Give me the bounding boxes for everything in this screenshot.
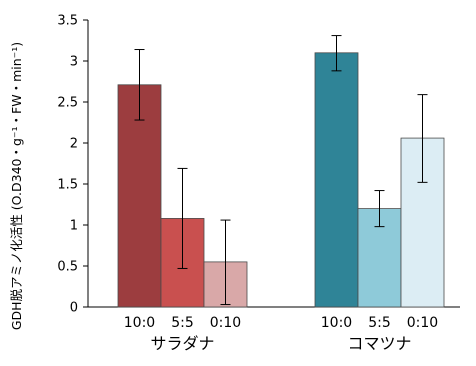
group-label: コマツナ — [347, 334, 411, 353]
axes: 0 0.5 1 1.5 2 2.5 3 3.5 — [57, 14, 460, 316]
y-tick-label: 3.5 — [57, 14, 78, 29]
y-tick-label: 2 — [70, 137, 78, 152]
x-tick-label: 0:10 — [210, 315, 241, 331]
labels: 10:0 5:5 0:10 サラダナ 10:0 5:5 0:10 コマツナ — [124, 315, 438, 353]
y-tick-label: 2.5 — [57, 96, 78, 111]
x-tick-label: 0:10 — [407, 315, 438, 331]
y-tick-label: 3 — [70, 55, 78, 70]
y-tick-label: 1.5 — [57, 178, 78, 193]
bars — [117, 35, 445, 308]
y-tick-label: 0 — [70, 301, 78, 316]
x-tick-label: 5:5 — [171, 315, 194, 331]
group-label: サラダナ — [150, 334, 214, 353]
x-tick-label: 5:5 — [368, 315, 391, 331]
y-axis-title: GDH脱アミノ化活性 (O.D340・g⁻¹・FW・min⁻¹) — [9, 42, 24, 330]
y-tick-label: 0.5 — [57, 260, 78, 275]
y-tick-label: 1 — [70, 219, 78, 234]
x-tick-label: 10:0 — [321, 315, 352, 331]
bar-komatsuna-0 — [314, 52, 359, 308]
x-tick-label: 10:0 — [124, 315, 155, 331]
